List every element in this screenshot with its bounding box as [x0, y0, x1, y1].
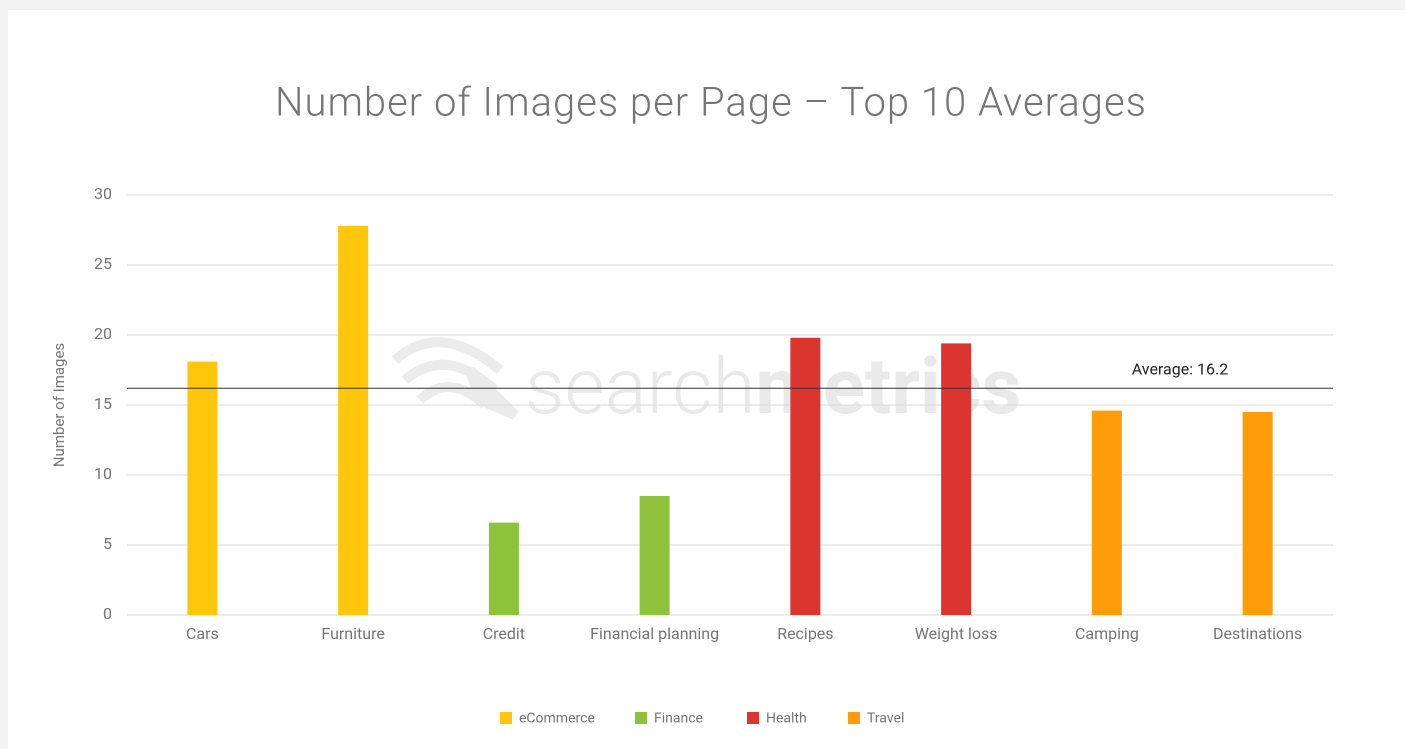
legend-label: Health	[766, 711, 807, 727]
x-tick-label: Destinations	[1213, 624, 1303, 643]
legend-swatch	[635, 712, 647, 724]
x-tick-label: Recipes	[777, 624, 834, 643]
y-tick-label: 30	[94, 184, 112, 203]
y-tick-label: 20	[94, 324, 112, 343]
bar	[338, 225, 369, 616]
y-axis-label: Number of Images	[50, 343, 68, 467]
legend-label: Finance	[654, 711, 703, 727]
bar	[187, 361, 218, 615]
legend-swatch	[848, 712, 860, 724]
chart-card	[8, 10, 1405, 749]
x-tick-label: Credit	[482, 624, 526, 643]
x-tick-label: Financial planning	[590, 624, 720, 643]
x-tick-label: Camping	[1074, 624, 1139, 643]
x-tick-label: Cars	[185, 624, 219, 643]
y-tick-label: 25	[94, 254, 112, 273]
bar	[790, 337, 821, 615]
legend-label: eCommerce	[519, 711, 595, 727]
average-label: Average: 16.2	[1132, 359, 1229, 378]
bar	[941, 343, 972, 615]
legend-label: Travel	[867, 711, 904, 727]
y-tick-label: 5	[103, 534, 112, 553]
legend-swatch	[747, 712, 759, 724]
legend-swatch	[500, 712, 512, 724]
bar	[1091, 410, 1122, 615]
x-tick-label: Weight loss	[914, 624, 998, 643]
y-tick-label: 10	[94, 464, 112, 483]
y-tick-label: 0	[103, 604, 112, 623]
y-tick-label: 15	[94, 394, 112, 413]
bar	[1242, 412, 1273, 615]
watermark-light: search	[525, 342, 755, 433]
bar	[639, 496, 670, 615]
chart-title: Number of Images per Page – Top 10 Avera…	[275, 79, 1147, 126]
x-tick-label: Furniture	[321, 624, 385, 643]
bar	[488, 522, 519, 615]
watermark-logo	[391, 337, 519, 420]
